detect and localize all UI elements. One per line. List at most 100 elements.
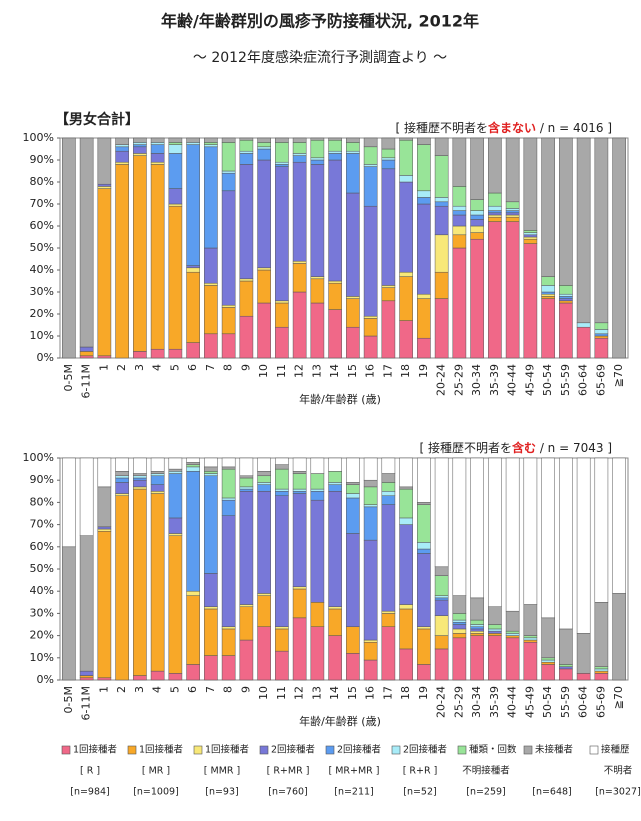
- bar-segment: [275, 457, 289, 465]
- y-tick-label: 60%: [30, 219, 54, 232]
- x-tick-label: 0-5M: [62, 364, 75, 391]
- bar-segment: [115, 471, 129, 477]
- bar-segment: [275, 628, 289, 652]
- bar-segment: [559, 457, 573, 630]
- y-tick-label: 80%: [30, 175, 54, 188]
- x-tick-label: 60-64: [577, 364, 590, 396]
- bar-segment: [381, 504, 396, 612]
- x-tick-label: 15: [346, 364, 359, 378]
- bar-segment: [328, 309, 342, 359]
- x-tick-label: 3: [133, 686, 146, 693]
- x-tick-label: 7: [204, 686, 217, 693]
- bar-segment: [452, 595, 467, 614]
- bar-segment: [239, 639, 254, 681]
- bar-segment: [381, 610, 396, 614]
- bar-segment: [97, 677, 112, 681]
- bar-segment: [452, 225, 467, 236]
- note-part: 含まない: [488, 120, 536, 135]
- bar-segment: [168, 533, 183, 536]
- bar-segment: [310, 302, 325, 359]
- bar-segment: [79, 137, 94, 348]
- bar-segment: [452, 137, 467, 187]
- bar-segment: [363, 504, 378, 508]
- bar-segment: [399, 320, 413, 359]
- y-tick-label: 70%: [30, 518, 54, 531]
- bar-segment: [559, 298, 573, 302]
- bar-segment: [97, 528, 112, 532]
- bar-segment: [505, 210, 520, 214]
- bar-segment: [168, 457, 183, 470]
- x-tick-label: 1: [97, 686, 110, 693]
- bar-segment: [310, 157, 325, 161]
- bar-segment: [541, 293, 555, 297]
- bar-segment: [452, 247, 467, 359]
- x-tick-label: 20-24: [435, 364, 448, 396]
- bar-segment: [292, 493, 307, 588]
- bar-segment: [381, 495, 396, 505]
- x-tick-label: 11: [275, 364, 288, 378]
- x-tick-label: 7: [204, 364, 217, 371]
- bar-segment: [434, 597, 449, 601]
- bar-segment: [310, 626, 325, 681]
- bar-segment: [417, 137, 431, 145]
- bar-segment: [133, 457, 147, 474]
- bar-segment: [346, 484, 360, 494]
- bar-segment: [239, 139, 254, 152]
- x-tick-label: 14: [328, 686, 341, 700]
- bar-segment: [328, 471, 342, 483]
- bar-segment: [150, 161, 165, 165]
- bar-segment: [488, 633, 502, 636]
- bar-segment: [186, 137, 200, 143]
- y-tick-label: 100%: [23, 451, 54, 464]
- x-tick-label: 6: [186, 364, 199, 371]
- bar-segment: [328, 606, 342, 610]
- bar-segment: [62, 137, 76, 359]
- legend-label: 1回接種者: [139, 744, 183, 756]
- bar-segment: [257, 148, 271, 161]
- bar-segment: [239, 315, 254, 359]
- y-tick-label: 90%: [30, 473, 54, 486]
- bar-segment: [452, 622, 467, 625]
- bar-segment: [594, 137, 609, 324]
- bar-segment: [79, 535, 94, 672]
- bar-segment: [239, 491, 254, 605]
- bar-segment: [488, 137, 502, 194]
- legend-swatch: [391, 745, 401, 755]
- bar-segment: [541, 285, 555, 293]
- note-part: / n = 7043 ]: [536, 441, 612, 455]
- bar-segment: [168, 205, 183, 350]
- bar-segment: [204, 473, 218, 477]
- bar-segment: [399, 137, 413, 141]
- legend-swatch: [589, 745, 599, 755]
- bar-segment: [186, 342, 200, 359]
- bar-segment: [541, 276, 555, 286]
- x-tick-label: 40-44: [506, 686, 519, 718]
- bar-segment: [594, 673, 609, 681]
- bar-segment: [417, 197, 431, 205]
- bar-segment: [559, 302, 573, 359]
- bar-segment: [505, 208, 520, 211]
- bar-segment: [594, 329, 609, 335]
- bar-segment: [559, 668, 573, 681]
- bar-segment: [204, 573, 218, 607]
- bar-segment: [470, 210, 484, 216]
- x-tick-label: 40-44: [506, 364, 519, 396]
- bar-segment: [328, 482, 342, 485]
- bar-segment: [257, 471, 271, 477]
- bar-segment: [434, 635, 449, 650]
- bar-segment: [133, 153, 147, 156]
- bar-segment: [292, 161, 307, 262]
- legend-n: [n=93]: [205, 787, 238, 798]
- bar-segment: [346, 482, 360, 485]
- bar-segment: [310, 488, 325, 492]
- x-tick-label: 11: [275, 686, 288, 700]
- bar-segment: [505, 216, 520, 222]
- bar-segment: [612, 137, 626, 359]
- bar-segment: [115, 475, 129, 479]
- bar-segment: [346, 457, 360, 483]
- bar-segment: [346, 142, 360, 152]
- bar-segment: [434, 575, 449, 596]
- note: [ 接種歴不明者を含む / n = 7043 ]: [419, 440, 612, 455]
- bar-segment: [594, 322, 609, 330]
- bar-segment: [292, 263, 307, 293]
